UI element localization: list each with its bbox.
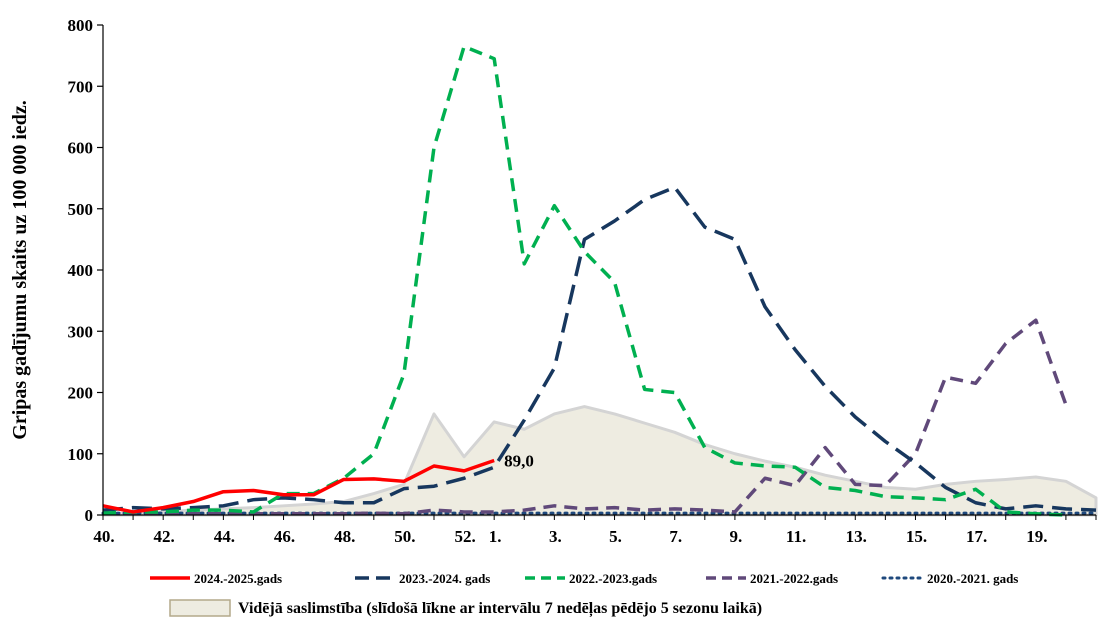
x-tick-label: 50. [394, 527, 415, 546]
y-tick-label: 500 [68, 200, 94, 219]
y-tick-labels: 0 100 200 300 400 500 600 700 800 [68, 16, 103, 525]
series-line-4 [102, 318, 1068, 516]
x-tick-label: 9. [730, 527, 743, 546]
y-tick-label: 600 [68, 139, 94, 158]
x-tick-label: 5. [609, 527, 622, 546]
x-tick-label: 44. [214, 527, 235, 546]
x-tick-label: 7. [669, 527, 682, 546]
x-tick-label: 17. [966, 527, 987, 546]
series-line-1 [102, 458, 495, 514]
series-layer [101, 44, 1098, 517]
y-axis-label: Gripas gadījumu skaits uz 100 000 iedz. [9, 100, 31, 439]
x-tick-label: 40. [93, 527, 114, 546]
legend-label-3: 2022.-2023.gads [569, 571, 657, 586]
y-tick-label: 700 [68, 77, 94, 96]
x-tick-label: 48. [334, 527, 355, 546]
average-incidence-area-layer [101, 405, 1098, 517]
annotations: 89,0 [504, 451, 534, 470]
legend-label-4: 2021.-2022.gads [750, 571, 838, 586]
legend: 2024.-2025.gads 2023.-2024. gads 2022.-202… [150, 571, 1018, 618]
legend-label-5: 2020.-2021. gads [927, 571, 1018, 586]
y-tick-label: 800 [68, 16, 94, 35]
x-tick-label: 13. [846, 527, 867, 546]
legend-swatch-area [169, 599, 231, 617]
x-tick-label: 3. [549, 527, 562, 546]
x-tick-labels: 40. 42. 44. 46. 48. 50. 52. 1. 3. 5. 7. 9. 11. 13. 15.… [93, 515, 1097, 546]
x-tick-label: 19. [1026, 527, 1047, 546]
x-tick-label: 1. [489, 527, 502, 546]
y-tick-label: 200 [68, 384, 94, 403]
series-line-2 [102, 185, 1097, 512]
y-tick-label: 100 [68, 445, 94, 464]
x-tick-label: 46. [274, 527, 295, 546]
x-tick-label: 15. [906, 527, 927, 546]
x-tick-label: 52. [454, 527, 475, 546]
legend-label-1: 2024.-2025.gads [194, 571, 282, 586]
legend-label-2: 2023.-2024. gads [399, 571, 490, 586]
data-label-last-value: 89,0 [504, 451, 534, 470]
average-incidence-area [101, 405, 1098, 517]
legend-label-area: Vidējā saslimstība (slīdošā līkne ar int… [238, 600, 762, 618]
y-tick-label: 400 [68, 261, 94, 280]
y-tick-label: 0 [85, 506, 94, 525]
x-tick-label: 11. [786, 527, 806, 546]
x-tick-label: 42. [154, 527, 175, 546]
y-tick-label: 300 [68, 322, 94, 341]
